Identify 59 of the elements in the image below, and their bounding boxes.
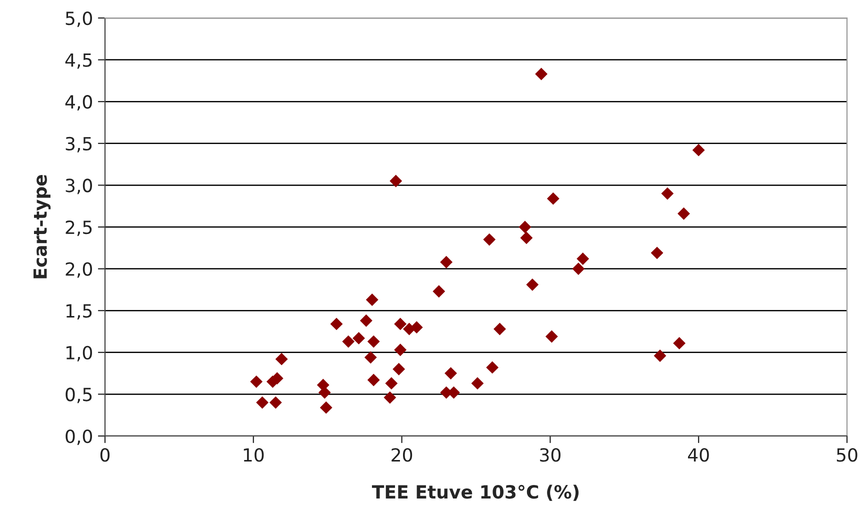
y-tick-label: 3,0 (66, 178, 92, 194)
point (678, 207, 690, 220)
y-axis-title: Ecart-type (34, 174, 51, 278)
y-tick-label: 2,5 (66, 220, 92, 236)
point (440, 256, 453, 268)
y-tick-label: 5,0 (66, 11, 92, 27)
point (535, 68, 548, 80)
point (526, 278, 539, 291)
y-tick-label: 4,0 (65, 95, 92, 111)
point (692, 144, 705, 156)
point (342, 335, 355, 348)
point (394, 344, 407, 356)
point (275, 352, 288, 366)
point (650, 246, 664, 260)
y-tick-label: 1,5 (66, 304, 92, 320)
point (486, 361, 499, 374)
x-axis-title: TEE Etuve 103°C (%) (372, 484, 579, 501)
x-tick-label: 10 (244, 448, 264, 462)
point (392, 362, 406, 376)
y-tick-label: 3,5 (66, 136, 92, 152)
point (673, 336, 686, 350)
point (320, 401, 332, 414)
point (360, 314, 372, 327)
point (367, 374, 380, 386)
point (444, 367, 457, 380)
point (545, 330, 558, 343)
y-tick-label: 1,0 (66, 346, 92, 362)
y-tick-label: 0,0 (66, 429, 92, 445)
x-tick-label: 40 (688, 448, 709, 462)
point (394, 318, 407, 330)
point (546, 192, 560, 205)
point (256, 396, 269, 409)
point (661, 187, 674, 200)
point (366, 294, 378, 306)
point (330, 318, 343, 330)
point (390, 174, 402, 188)
x-tick-label: 50 (836, 448, 858, 462)
point (269, 396, 282, 409)
point (494, 322, 506, 336)
point (572, 262, 585, 276)
y-tick-label: 4,5 (65, 53, 92, 69)
point (654, 350, 666, 362)
point (367, 335, 380, 348)
point (483, 233, 496, 246)
y-tick-label: 2,0 (66, 262, 92, 278)
point (520, 232, 533, 244)
point (385, 377, 398, 390)
point (364, 351, 377, 364)
point (352, 332, 365, 344)
y-tick-label: 0,5 (66, 388, 92, 404)
point (250, 375, 263, 388)
point (384, 391, 396, 404)
x-tick-label: 20 (392, 448, 412, 462)
point (576, 252, 590, 265)
point (432, 285, 446, 298)
point (471, 377, 484, 390)
x-tick-label: 30 (540, 448, 560, 462)
point (518, 220, 532, 234)
x-tick-label: 0 (100, 448, 110, 462)
